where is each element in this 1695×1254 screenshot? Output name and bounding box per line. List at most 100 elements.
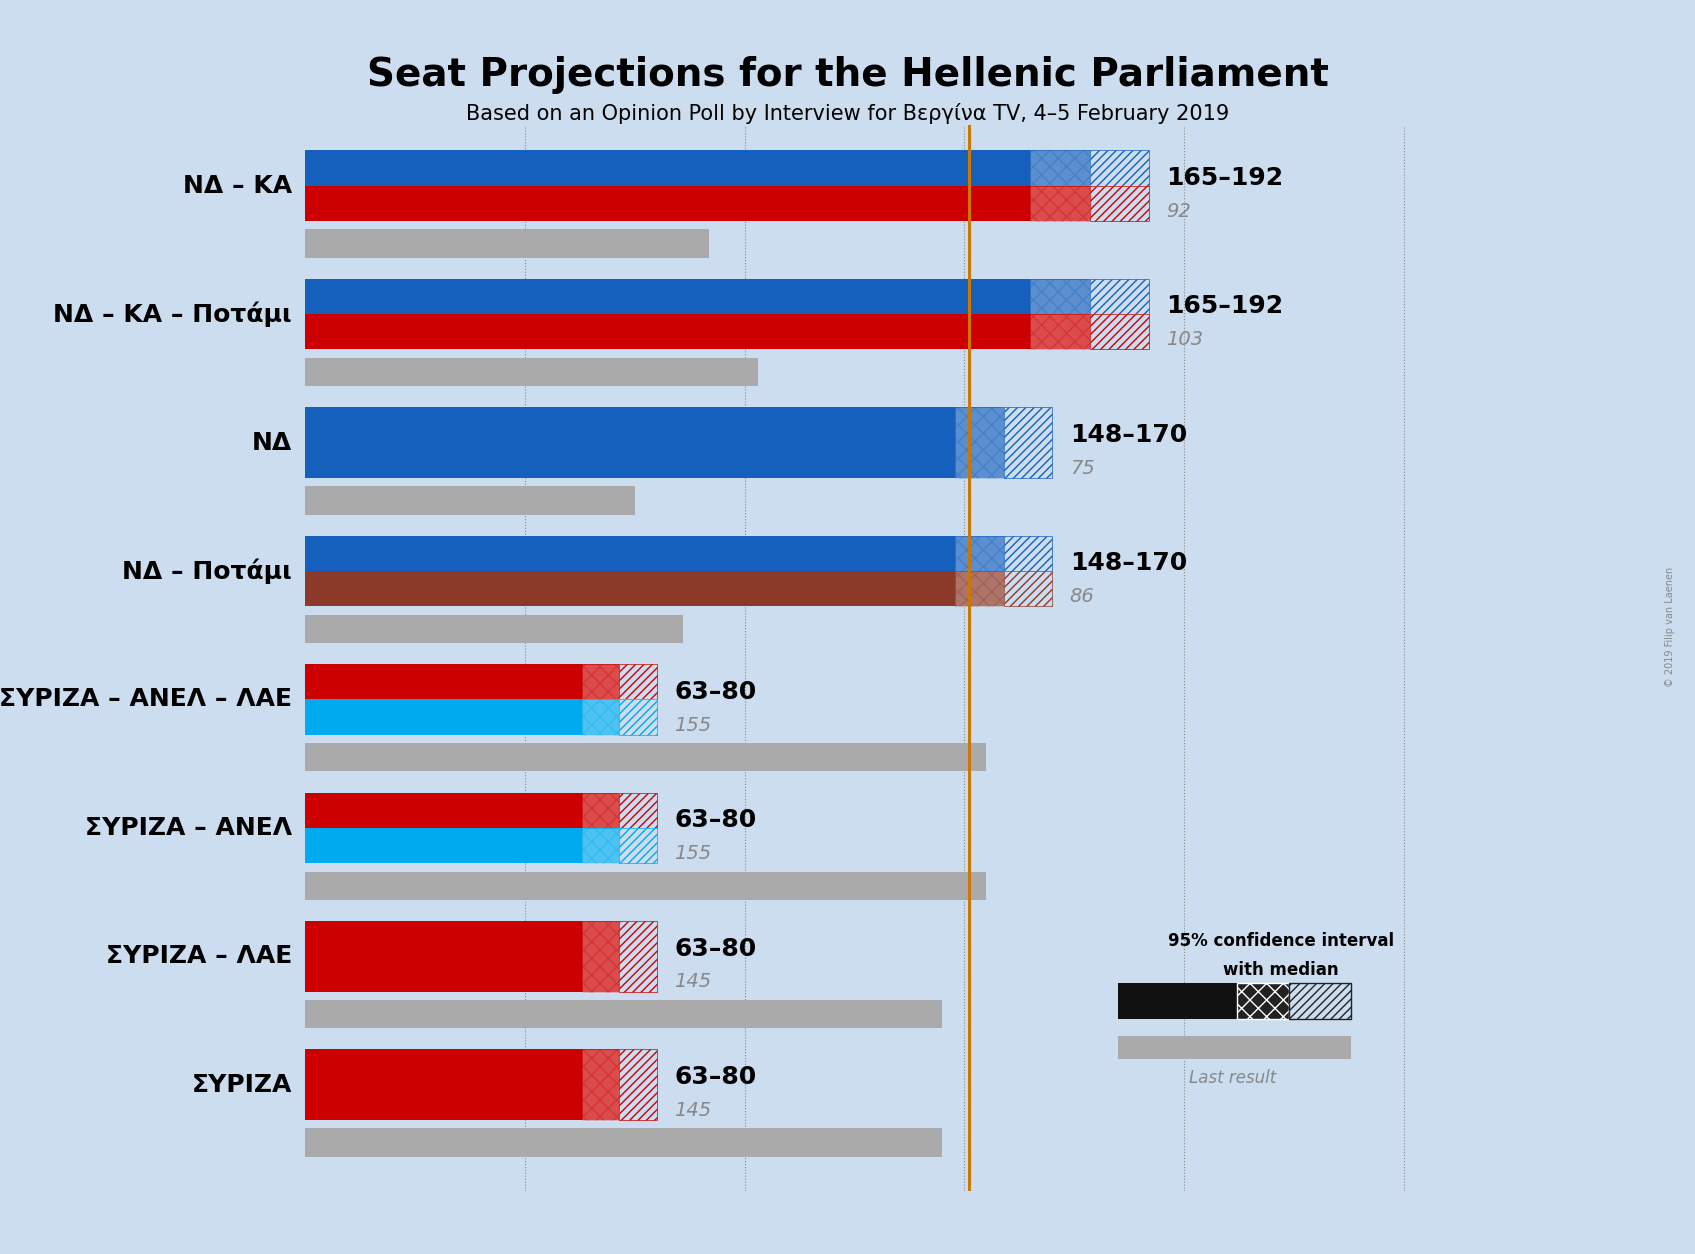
Bar (1031, 278, 1090, 315)
Bar (1290, 983, 1351, 1020)
Bar (619, 700, 656, 735)
Text: 165–192: 165–192 (1166, 166, 1283, 191)
Bar (581, 1050, 619, 1120)
Bar (305, 315, 1031, 350)
Bar (581, 665, 619, 700)
Bar (305, 186, 1031, 221)
Bar (305, 793, 581, 828)
Bar (581, 793, 619, 828)
Text: ΣΥΡΙΖΑ – ΑΝΕΛ – ΛΑΕ: ΣΥΡΙΖΑ – ΑΝΕΛ – ΛΑΕ (0, 687, 292, 711)
Bar (1090, 278, 1149, 315)
Text: 95% confidence interval: 95% confidence interval (1168, 932, 1393, 949)
Bar (1031, 150, 1090, 186)
Text: 155: 155 (675, 844, 712, 863)
Bar (956, 571, 1003, 607)
Bar (1031, 315, 1090, 350)
Bar (581, 700, 619, 735)
Text: 63–80: 63–80 (675, 680, 756, 703)
Text: Last result: Last result (1188, 1070, 1276, 1087)
Bar (1237, 983, 1290, 1020)
Text: 63–80: 63–80 (675, 937, 756, 961)
Bar (1090, 186, 1149, 221)
Bar (1090, 315, 1149, 350)
Text: ΝΔ – ΚΑ: ΝΔ – ΚΑ (183, 174, 292, 198)
Bar (305, 150, 1031, 186)
Bar (1119, 983, 1237, 1020)
Text: with median: with median (1222, 962, 1339, 979)
Bar (305, 1050, 581, 1120)
Bar (1031, 278, 1090, 315)
Bar (619, 920, 656, 992)
Text: 103: 103 (1166, 330, 1203, 350)
Text: 148–170: 148–170 (1070, 423, 1186, 446)
Bar (581, 828, 619, 863)
Bar (305, 665, 581, 700)
Bar (1031, 315, 1090, 350)
Bar (1003, 535, 1053, 571)
Bar (305, 614, 683, 643)
Text: ΝΔ – ΚΑ – Ποτάμι: ΝΔ – ΚΑ – Ποτάμι (53, 301, 292, 327)
Text: © 2019 Filip van Laenen: © 2019 Filip van Laenen (1664, 567, 1675, 687)
Bar (619, 1050, 656, 1120)
Bar (619, 828, 656, 863)
Bar (581, 1050, 619, 1120)
Text: ΝΔ: ΝΔ (251, 430, 292, 455)
Bar (305, 487, 634, 514)
Text: 75: 75 (1070, 459, 1095, 478)
Text: 155: 155 (675, 716, 712, 735)
Bar (305, 408, 956, 478)
Bar (619, 793, 656, 828)
Bar (956, 408, 1003, 478)
Bar (956, 535, 1003, 571)
Bar (581, 920, 619, 992)
Bar (1003, 408, 1053, 478)
Bar (1090, 150, 1149, 186)
Text: ΣΥΡΙΖΑ – ΛΑΕ: ΣΥΡΙΖΑ – ΛΑΕ (105, 944, 292, 968)
Bar (305, 920, 581, 992)
Bar (581, 700, 619, 735)
Bar (1290, 983, 1351, 1020)
Text: 63–80: 63–80 (675, 808, 756, 833)
Bar (619, 665, 656, 700)
Bar (956, 571, 1003, 607)
Text: ΣΥΡΙΖΑ – ΑΝΕΛ: ΣΥΡΙΖΑ – ΑΝΕΛ (85, 816, 292, 840)
Bar (305, 357, 758, 386)
Bar (1003, 535, 1053, 571)
Bar (956, 408, 1003, 478)
Text: Based on an Opinion Poll by Interview for Βεργίνα TV, 4–5 February 2019: Based on an Opinion Poll by Interview fo… (466, 103, 1229, 124)
Bar (1003, 571, 1053, 607)
Bar (1031, 186, 1090, 221)
Bar (1119, 1036, 1351, 1060)
Text: 145: 145 (675, 972, 712, 992)
Bar (956, 535, 1003, 571)
Bar (619, 665, 656, 700)
Bar (581, 920, 619, 992)
Text: 86: 86 (1070, 587, 1095, 606)
Bar (581, 828, 619, 863)
Bar (305, 1129, 942, 1156)
Bar (305, 872, 986, 900)
Bar (581, 793, 619, 828)
Bar (305, 571, 956, 607)
Bar (1090, 186, 1149, 221)
Bar (619, 920, 656, 992)
Text: 63–80: 63–80 (675, 1065, 756, 1088)
Text: ΣΥΡΙΖΑ: ΣΥΡΙΖΑ (192, 1072, 292, 1097)
Bar (1090, 150, 1149, 186)
Bar (619, 1050, 656, 1120)
Bar (1031, 186, 1090, 221)
Text: 165–192: 165–192 (1166, 295, 1283, 319)
Bar (305, 744, 986, 771)
Bar (619, 700, 656, 735)
Bar (305, 828, 581, 863)
Bar (1003, 571, 1053, 607)
Bar (305, 999, 942, 1028)
Bar (1090, 315, 1149, 350)
Text: 145: 145 (675, 1101, 712, 1120)
Bar (619, 828, 656, 863)
Bar (1237, 983, 1290, 1020)
Bar (305, 700, 581, 735)
Text: Seat Projections for the Hellenic Parliament: Seat Projections for the Hellenic Parlia… (366, 56, 1329, 94)
Bar (1090, 278, 1149, 315)
Bar (1003, 408, 1053, 478)
